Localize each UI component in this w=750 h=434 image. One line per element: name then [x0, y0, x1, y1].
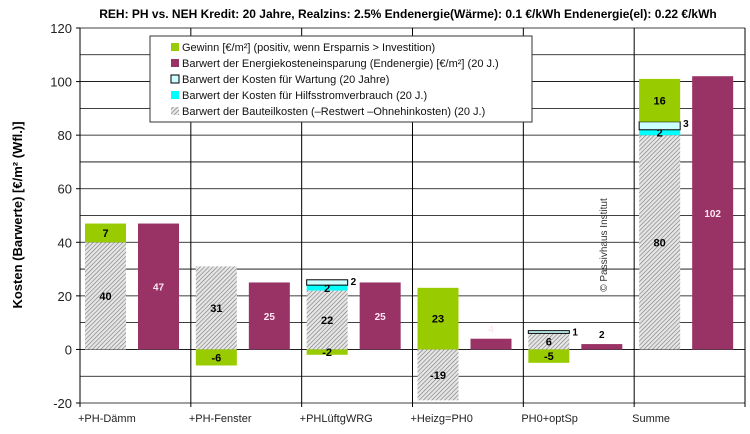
- x-tick-label: PH0+optSp: [521, 413, 578, 425]
- y-tick-label: 20: [58, 289, 72, 304]
- hilfsstrom-bar: [639, 129, 681, 136]
- energie-value-label: 4: [488, 325, 494, 336]
- bauteil-value-label: 31: [210, 303, 222, 315]
- y-tick-label: 60: [58, 182, 72, 197]
- hilfsstrom-value-label: 2: [657, 127, 663, 139]
- legend-label-wartung: Barwert der Kosten für Wartung (20 Jahre…: [182, 74, 389, 86]
- x-tick-label: +Heizg=PH0: [411, 413, 473, 425]
- legend-swatch-energie: [171, 59, 179, 67]
- gewinn-value-label: -5: [544, 351, 554, 363]
- gewinn-value-label: 23: [432, 314, 444, 326]
- gewinn-bar: [195, 349, 237, 366]
- legend-swatch-hilfsstrom: [171, 91, 179, 99]
- wartung-bar: [527, 330, 570, 334]
- gewinn-bar: [417, 287, 459, 350]
- wartung-bar: [306, 279, 349, 286]
- bauteil-value-label: 80: [654, 237, 666, 249]
- energie-bar: [248, 282, 290, 350]
- legend-label-hilfsstrom: Barwert der Kosten für Hilfsstromverbrau…: [182, 90, 427, 102]
- gewinn-value-label: -6: [211, 352, 221, 364]
- energie-bar: [359, 282, 401, 350]
- y-axis-label: Kosten (Barwerte) [€/m² (Wfl.)]: [10, 121, 25, 308]
- y-tick-label: 80: [58, 128, 72, 143]
- y-tick-label: 40: [58, 235, 72, 250]
- bauteil-bar: [306, 290, 348, 350]
- legend-label-bauteil: Barwert der Bauteilkosten (–Restwert –Oh…: [182, 106, 485, 118]
- energie-value-label: 25: [264, 312, 276, 323]
- gewinn-bar: [85, 223, 126, 243]
- wartung-bar: [638, 121, 681, 131]
- bauteil-value-label: 22: [321, 315, 333, 327]
- bauteil-bar: [417, 349, 459, 401]
- legend-label-gewinn: Gewinn [€/m²] (positiv, wenn Ersparnis >…: [182, 42, 435, 54]
- hilfsstrom-value-label: 2: [324, 283, 330, 295]
- bauteil-bar: [528, 333, 570, 350]
- gewinn-bar: [306, 349, 348, 355]
- x-tick-label: Summe: [632, 413, 670, 425]
- energie-bar: [470, 338, 512, 350]
- energie-bar: [581, 344, 623, 350]
- legend-box: [149, 35, 533, 123]
- chart-title: REH: PH vs. NEH Kredit: 20 Jahre, Realzi…: [99, 7, 717, 21]
- y-tick-label: 120: [50, 21, 72, 36]
- y-tick-label: 100: [50, 75, 72, 90]
- energie-value-label: 2: [599, 330, 605, 341]
- y-tick-label: -20: [53, 396, 72, 411]
- axes: -20 0 20 40 60 80 100 120 +PH-Dämm +PH-Fenster +PH…: [50, 21, 670, 425]
- energie-value-label: 102: [704, 209, 721, 220]
- energie-bar: [138, 223, 179, 350]
- bauteil-value-label: 6: [546, 336, 552, 348]
- wartung-value-label: 2: [351, 277, 357, 288]
- x-tick-label: +PH-Dämm: [78, 413, 136, 425]
- bauteil-bar: [195, 266, 237, 350]
- y-tick-label: 0: [65, 342, 72, 357]
- bauteil-bar: [85, 242, 126, 350]
- gewinn-bar: [639, 78, 681, 122]
- legend-swatch-wartung: [170, 74, 180, 84]
- bauteil-value-label: -19: [430, 370, 446, 382]
- legend-label-energie: Barwert der Energiekosteneinsparung (End…: [182, 58, 499, 70]
- energie-bar: [692, 76, 734, 350]
- hilfsstrom-bar: [306, 285, 348, 291]
- gewinn-value-label: 7: [102, 228, 108, 240]
- wartung-value-label: 3: [683, 119, 689, 130]
- legend-swatch-gewinn: [171, 43, 179, 51]
- wartung-value-label: 1: [572, 328, 578, 339]
- x-tick-label: +PHLüftgWRG: [300, 413, 373, 425]
- gewinn-bar: [528, 349, 570, 363]
- bauteil-bar: [639, 135, 681, 350]
- x-tick-label: +PH-Fenster: [189, 413, 252, 425]
- legend: Gewinn [€/m²] (positiv, wenn Ersparnis >…: [149, 35, 533, 123]
- watermark: © Passivhaus Institut: [599, 198, 610, 292]
- gewinn-value-label: -2: [322, 347, 332, 359]
- gewinn-value-label: 16: [654, 95, 666, 107]
- bauteil-value-label: 40: [99, 291, 111, 303]
- energie-value-label: 25: [375, 312, 387, 323]
- legend-swatch-bauteil: [171, 107, 179, 115]
- energie-value-label: 47: [153, 282, 165, 293]
